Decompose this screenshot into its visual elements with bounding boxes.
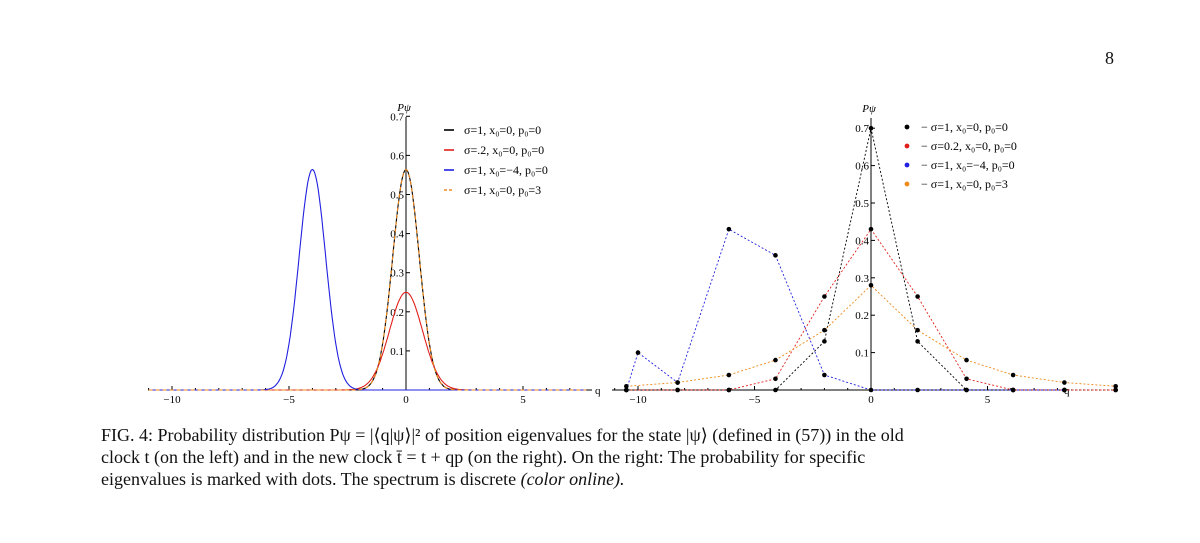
left-legend-label-0: σ=1, x₀=0, p₀=0 [464, 123, 541, 137]
right-legend-label-1: − σ=0.2, x₀=0, p₀=0 [921, 139, 1017, 153]
caption-line-3: eigenvalues is marked with dots. The spe… [101, 468, 1111, 490]
right-series-point-3 [624, 383, 629, 389]
right-legend-dot-1 [904, 143, 910, 149]
right-series-line-2 [625, 228, 1065, 391]
right-chart-y-axis-label: Pψ [861, 103, 876, 115]
right-series-point-3 [773, 357, 778, 363]
left-series-line-3 [148, 168, 587, 391]
right-series-point-3 [1062, 380, 1067, 385]
right-chart-x-tick-label: −10 [629, 394, 647, 406]
right-series-point-3 [1010, 372, 1016, 378]
caption-line-2: clock t (on the left) and in the new clo… [101, 447, 866, 467]
right-chart-y-tick-label: 0.5 [855, 198, 869, 210]
left-chart-y-tick-label: 0.1 [390, 346, 404, 358]
right-series-point-3 [822, 327, 827, 333]
left-chart-x-axis-label: q [595, 385, 600, 397]
right-series-point-2 [964, 387, 969, 393]
right-series-point-3 [964, 357, 969, 363]
caption-color-note: (color online). [520, 469, 625, 489]
right-legend-dot-0 [904, 124, 910, 130]
right-series-point-2 [868, 387, 874, 393]
left-legend-label-1: σ=.2, x₀=0, p₀=0 [464, 143, 544, 157]
right-series-point-1 [675, 387, 680, 393]
right-legend-label-2: − σ=1, x₀=−4, p₀=0 [921, 158, 1015, 172]
right-series-line-3 [626, 284, 1116, 387]
right-series-point-2 [635, 350, 641, 355]
left-chart-y-tick-label: 0.3 [390, 268, 404, 280]
right-chart-x-tick-label: 0 [868, 394, 874, 406]
right-series-point-2 [915, 387, 920, 393]
right-series-point-1 [726, 387, 732, 393]
right-chart-x-tick-label: 5 [985, 394, 991, 406]
right-legend-dot-2 [904, 162, 910, 168]
left-chart-y-tick-label: 0.5 [390, 190, 404, 202]
right-legend-label-3: − σ=1, x₀=0, p₀=3 [921, 177, 1008, 191]
right-series-point-1 [822, 294, 827, 299]
right-series-point-1 [868, 226, 874, 232]
right-series-point-1 [915, 294, 920, 299]
left-chart-x-tick-label: 0 [403, 394, 409, 406]
left-chart-y-tick-label: 0.4 [390, 229, 404, 241]
right-series-point-2 [822, 372, 827, 378]
right-series-point-0 [773, 387, 778, 393]
caption-line-3-text: eigenvalues is marked with dots. The spe… [101, 469, 521, 489]
figure-caption: FIG. 4: Probability distribution Pψ = |⟨… [101, 424, 1111, 490]
right-chart-y-tick-label: 0.2 [855, 310, 869, 322]
right-legend-label-0: − σ=1, x₀=0, p₀=0 [921, 120, 1008, 134]
right-series-point-2 [773, 253, 778, 258]
right-series-point-3 [1113, 383, 1118, 389]
right-series-point-3 [915, 327, 920, 333]
left-chart-x-tick-label: −10 [163, 394, 181, 406]
left-legend-label-3: σ=1, x₀=0, p₀=3 [464, 183, 541, 197]
right-chart-y-tick-label: 0.1 [855, 348, 869, 360]
right-series-point-2 [1062, 387, 1067, 393]
right-series-point-3 [726, 372, 732, 378]
right-chart-y-tick-label: 0.3 [855, 273, 869, 285]
left-legend-label-2: σ=1, x₀=−4, p₀=0 [464, 163, 548, 177]
right-series-point-0 [915, 339, 920, 344]
right-series-point-3 [675, 380, 680, 385]
left-chart-y-tick-label: 0.6 [390, 150, 404, 162]
left-chart-y-axis-label: Pψ [396, 102, 411, 114]
left-chart-y-tick-label: 0.7 [390, 111, 404, 123]
right-series-point-3 [868, 282, 874, 288]
left-chart-x-tick-label: 5 [520, 394, 526, 406]
right-legend-dot-3 [904, 181, 910, 187]
right-series-point-1 [964, 376, 969, 382]
right-series-point-2 [726, 226, 732, 232]
right-chart-x-tick-label: −5 [749, 394, 761, 406]
right-series-point-1 [773, 376, 778, 382]
caption-line-1: FIG. 4: Probability distribution Pψ = |⟨… [101, 425, 904, 445]
right-series-point-1 [1113, 387, 1118, 393]
right-chart-x-axis-label: q [1064, 385, 1070, 397]
right-series-point-0 [822, 339, 827, 344]
right-series-point-2 [1010, 387, 1016, 393]
right-chart-y-tick-label: 0.7 [855, 123, 869, 135]
right-series-point-0 [868, 125, 874, 131]
left-chart-x-tick-label: −5 [283, 394, 295, 406]
right-series-point-2 [624, 387, 629, 393]
page-number: 8 [1105, 48, 1114, 68]
